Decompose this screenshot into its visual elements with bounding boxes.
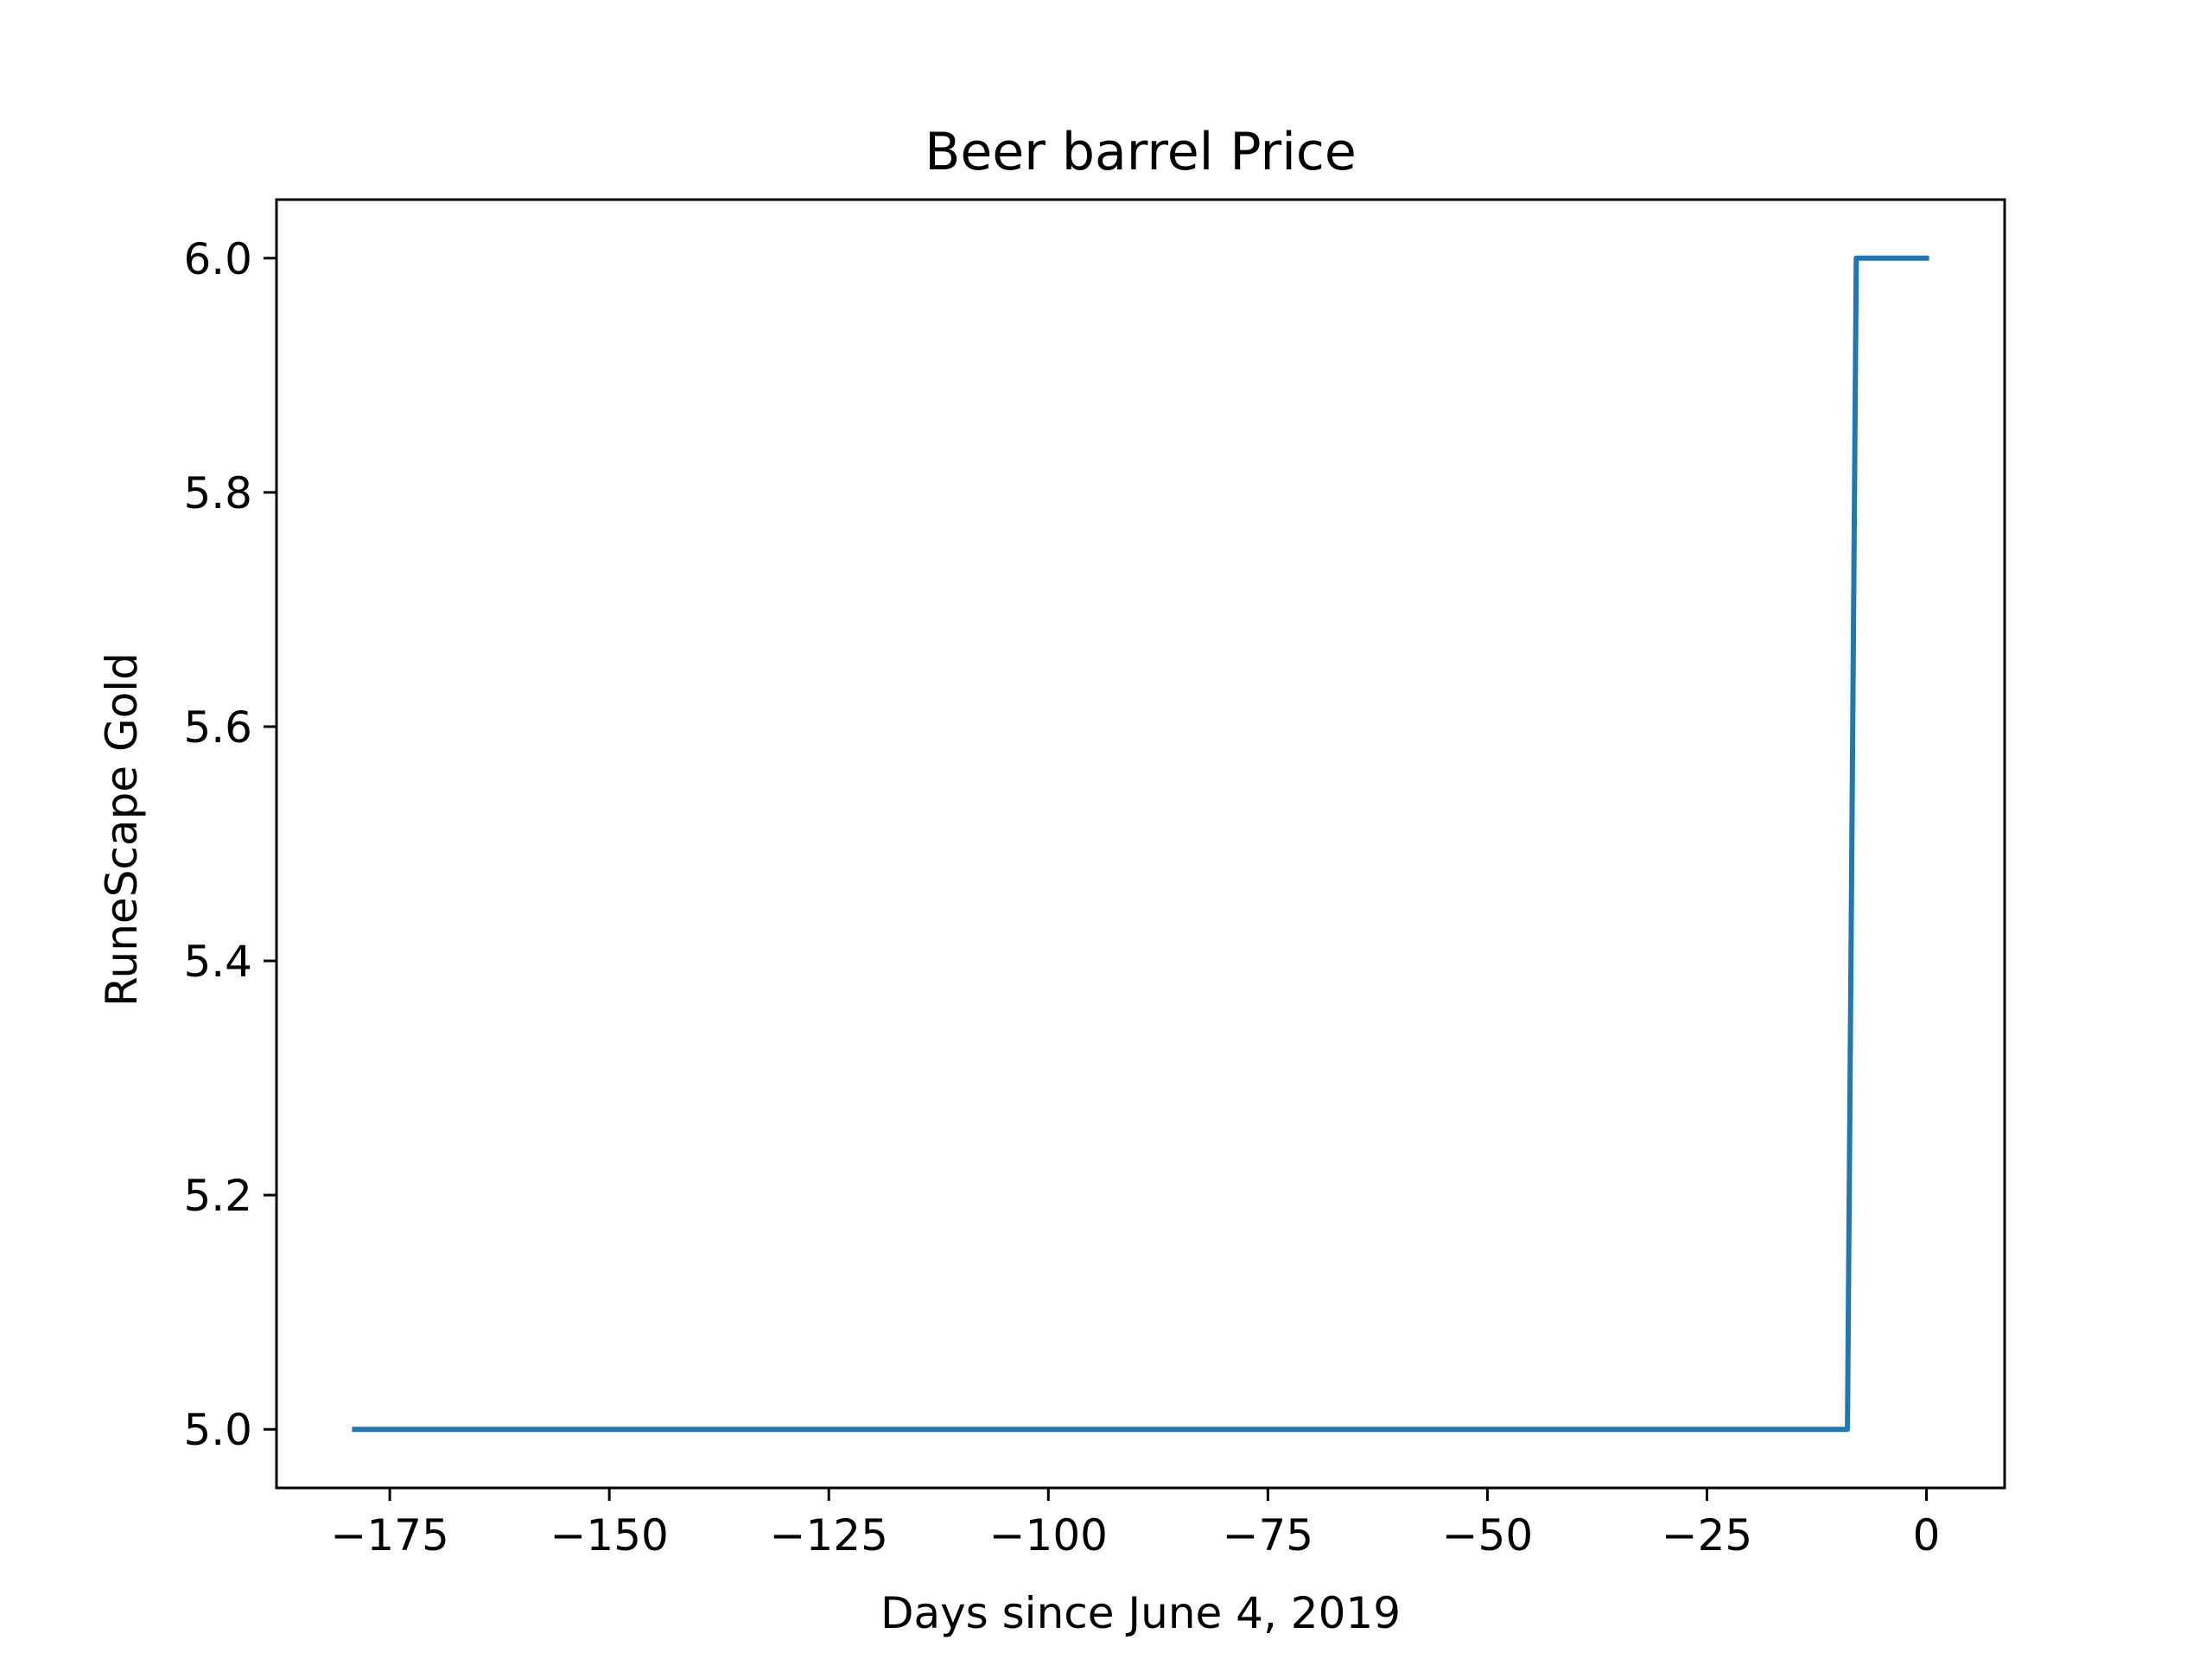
series-line-0: [352, 255, 1929, 1433]
axes-frame: [275, 198, 2006, 1490]
x-tick-label: −175: [330, 1510, 448, 1560]
x-tick-label: −100: [989, 1510, 1108, 1560]
x-tick-label: −125: [770, 1510, 888, 1560]
y-tick-label: 5.2: [183, 1171, 252, 1221]
plot-area: −175 −150 −125 −100 −75 −50 −25 0 5.0 5.2 5.4 5.6 5.…: [183, 198, 2006, 1560]
x-tick-label: −75: [1223, 1510, 1314, 1560]
x-tick-label: 0: [1913, 1510, 1941, 1560]
x-tick-label: −150: [550, 1510, 668, 1560]
y-axis-label: RuneScape Gold: [97, 652, 147, 1007]
y-tick-label: 5.4: [183, 937, 252, 987]
x-axis-label: Days since June 4, 2019: [880, 1588, 1401, 1638]
x-tick-label: −50: [1442, 1510, 1534, 1560]
y-tick-label: 5.8: [183, 468, 252, 518]
y-tick-label: 5.6: [183, 702, 252, 753]
y-tick-label: 5.0: [183, 1405, 252, 1455]
chart-title: Beer barrel Price: [925, 122, 1357, 182]
x-tick-label: −25: [1662, 1510, 1753, 1560]
y-tick-label: 6.0: [183, 234, 252, 284]
